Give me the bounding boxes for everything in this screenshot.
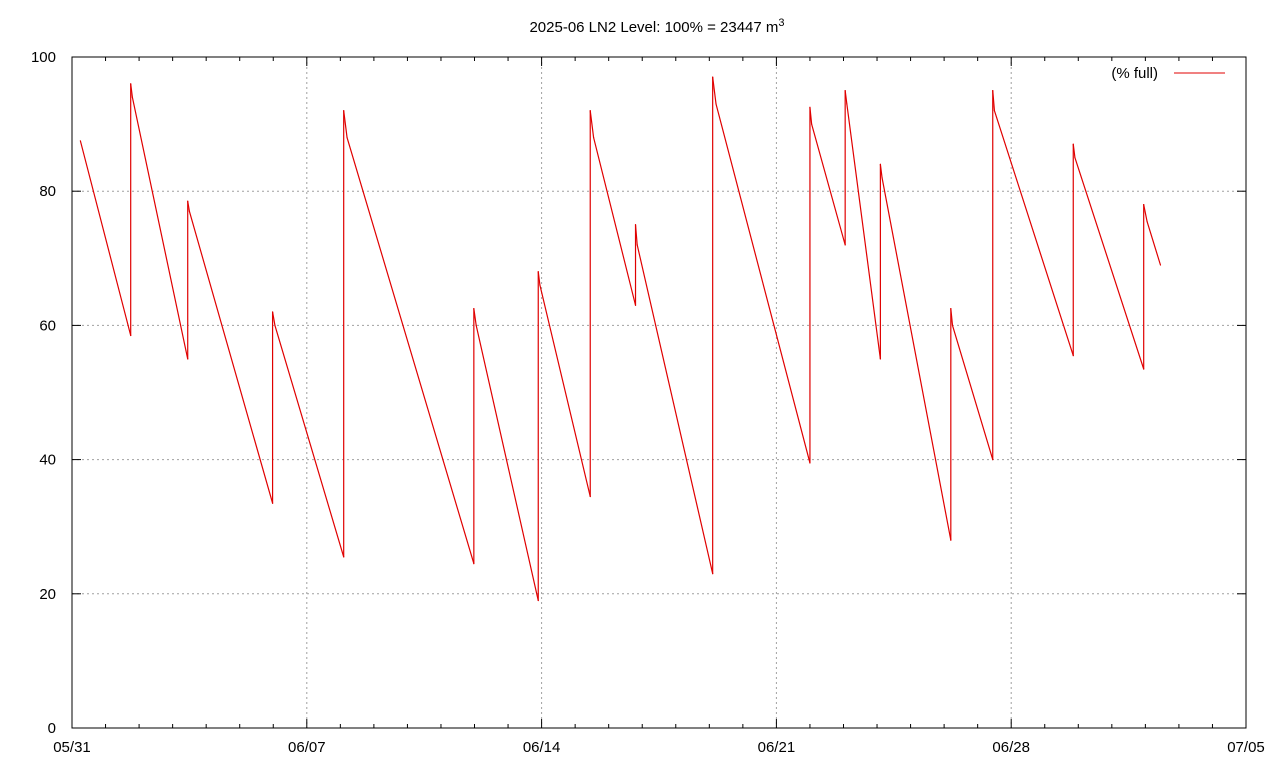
series-0-segment xyxy=(712,76,717,105)
series-0-segment xyxy=(811,123,846,246)
chart-title: 2025-06 LN2 Level: 100% = 23447 m3 xyxy=(529,17,784,36)
series-0-segment xyxy=(79,140,132,337)
series-0-segment xyxy=(715,103,811,464)
series-0-segment xyxy=(473,308,477,326)
y-tick-label: 60 xyxy=(39,317,56,334)
series-0-segment xyxy=(274,324,345,558)
x-tick-label: 06/21 xyxy=(758,739,796,756)
chart-title-superscript: 3 xyxy=(778,17,784,29)
series-0-segment xyxy=(844,89,848,105)
series-0-segment xyxy=(879,163,883,179)
series-0-segment xyxy=(346,136,475,565)
series-0-segment xyxy=(846,103,881,360)
chart-title-main: 2025-06 LN2 Level: 100% = 23447 m xyxy=(529,19,778,36)
x-tick-label: 06/07 xyxy=(288,739,326,756)
x-axis-tick-labels: 05/31 06/07 06/14 06/21 06/28 07/05 xyxy=(53,739,1265,756)
series-0-segment xyxy=(951,324,994,461)
series-0-segment xyxy=(634,224,638,246)
series-0-segment xyxy=(343,110,348,139)
series-0-segment xyxy=(1074,157,1145,370)
series-0-segment xyxy=(539,284,591,498)
y-tick-label: 0 xyxy=(48,720,56,737)
series-0-segment xyxy=(992,89,996,112)
series-0-segment xyxy=(950,308,954,326)
series-0-segment xyxy=(589,110,595,139)
x-tick-label: 06/28 xyxy=(992,739,1030,756)
series-0-segment xyxy=(881,177,952,541)
series-0-segment xyxy=(993,110,1074,357)
series-0-segment xyxy=(1146,220,1162,266)
series-0-segment xyxy=(592,136,637,306)
series-0-segment xyxy=(636,244,714,575)
series-0-segment xyxy=(809,106,813,125)
series-0-segment xyxy=(187,200,190,212)
series-0-segment xyxy=(475,324,539,602)
y-tick-label: 20 xyxy=(39,586,56,603)
x-tick-label: 05/31 xyxy=(53,739,91,756)
x-tick-label: 07/05 xyxy=(1227,739,1265,756)
grid-lines xyxy=(72,57,1246,728)
series-0-segment xyxy=(537,271,541,286)
y-axis-tick-labels: 0 20 40 60 80 100 xyxy=(31,49,56,737)
series-0-segment xyxy=(1143,204,1148,222)
legend: (% full) xyxy=(1111,65,1225,82)
plot-frame xyxy=(71,56,1247,729)
y-tick-label: 40 xyxy=(39,452,56,469)
legend-label: (% full) xyxy=(1111,65,1158,82)
y-tick-label: 100 xyxy=(31,49,56,66)
axis-ticks xyxy=(71,56,1247,729)
series-0-segment xyxy=(271,311,276,326)
y-tick-label: 80 xyxy=(39,183,56,200)
series-lines xyxy=(79,76,1162,602)
series-0-segment xyxy=(1072,143,1076,159)
x-tick-label: 06/14 xyxy=(523,739,561,756)
series-0-segment xyxy=(131,96,189,360)
series-0-segment xyxy=(188,210,274,504)
series-0-segment xyxy=(130,83,133,98)
